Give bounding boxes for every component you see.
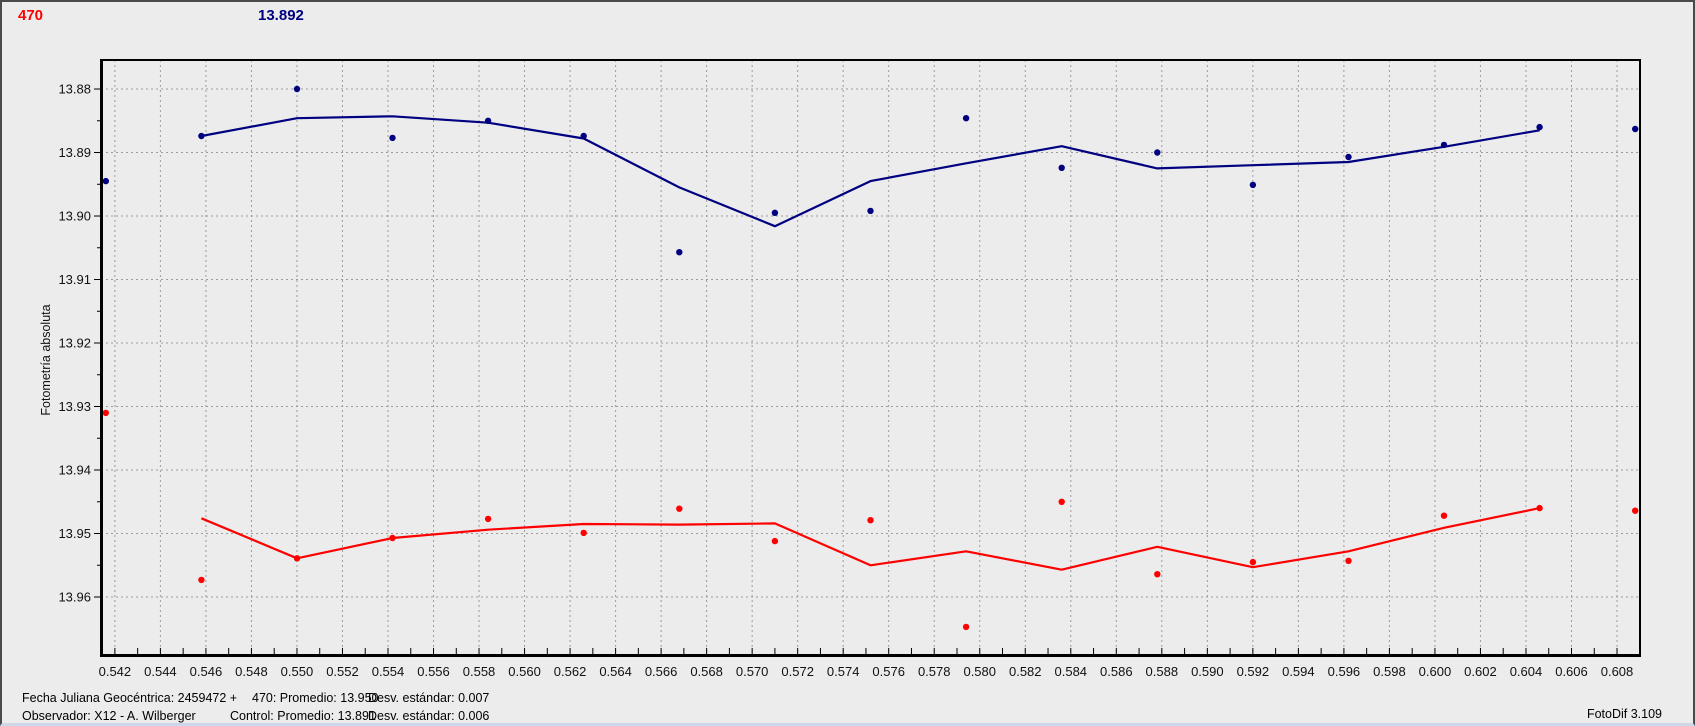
x-tick-label: 0.550	[281, 664, 314, 679]
data-point-470	[293, 555, 301, 562]
data-point-470	[389, 534, 396, 542]
app-version-label: FotoDif 3.109	[1586, 707, 1662, 721]
x-tick-label: 0.556	[417, 664, 450, 679]
x-tick-labels: 0.542 0.544 0.546 0.548 0.550 0.552 0.554 0.556…	[99, 664, 1634, 679]
data-point-control	[962, 115, 970, 122]
data-point-470	[867, 517, 874, 524]
data-point-control	[1632, 125, 1639, 133]
data-point-470	[1440, 512, 1448, 519]
data-point-control	[1058, 164, 1065, 171]
y-tick-label: 13.96	[58, 590, 91, 605]
x-tick-label: 0.592	[1237, 664, 1270, 679]
y-tick-label: 13.89	[58, 145, 91, 160]
axis-ticks	[94, 88, 1618, 654]
data-point-control	[1154, 149, 1161, 156]
y-tick-label: 13.88	[58, 82, 91, 97]
data-point-470	[102, 409, 110, 417]
x-tick-label: 0.596	[1328, 664, 1361, 679]
data-point-470	[484, 515, 492, 523]
x-tick-label: 0.552	[326, 664, 359, 679]
series-layer	[102, 85, 1639, 631]
x-tick-label: 0.572	[781, 664, 814, 679]
x-tick-label: 0.542	[99, 664, 132, 679]
data-point-control	[102, 177, 110, 185]
x-tick-label: 0.584	[1055, 664, 1088, 679]
object-id-label: 470	[18, 7, 44, 24]
stats-control-stddev: Desv. estándar: 0.006	[368, 709, 490, 723]
x-tick-label: 0.608	[1601, 664, 1634, 679]
data-point-control	[293, 85, 301, 93]
data-point-control	[771, 209, 779, 216]
data-point-control	[1440, 141, 1448, 149]
plot-frame	[100, 59, 1641, 657]
x-tick-label: 0.566	[645, 664, 678, 679]
x-tick-label: 0.570	[736, 664, 769, 679]
plot-border	[100, 59, 1641, 657]
x-tick-label: 0.586	[1100, 664, 1133, 679]
data-point-470	[198, 576, 205, 584]
x-tick-label: 0.548	[235, 664, 268, 679]
data-point-control	[389, 134, 396, 142]
data-point-470	[1249, 558, 1257, 566]
x-tick-label: 0.594	[1282, 664, 1315, 679]
data-point-470	[676, 505, 683, 512]
data-point-control	[867, 207, 874, 215]
data-point-control	[1536, 123, 1543, 131]
y-tick-label: 13.90	[58, 209, 91, 224]
data-point-470	[1536, 504, 1543, 512]
y-tick-labels: 13.88 13.89 13.90 13.91 13.92 13.93 13.94 13.95…	[58, 82, 91, 605]
x-tick-label: 0.560	[508, 664, 541, 679]
y-tick-label: 13.93	[58, 399, 91, 414]
x-tick-label: 0.602	[1464, 664, 1497, 679]
x-tick-label: 0.606	[1555, 664, 1588, 679]
y-tick-label: 13.94	[58, 463, 91, 478]
observer-label: Observador: X12 - A. Wilberger	[22, 709, 196, 723]
data-point-control	[676, 249, 683, 256]
data-point-470	[1345, 557, 1352, 564]
x-tick-label: 0.580	[963, 664, 996, 679]
x-tick-label: 0.590	[1191, 664, 1224, 679]
x-tick-label: 0.568	[690, 664, 723, 679]
data-point-control	[1249, 181, 1257, 189]
trend-line-470	[200, 507, 1540, 571]
data-point-470	[580, 529, 587, 537]
data-point-470	[962, 623, 970, 631]
julian-date-label: Fecha Juliana Geocéntrica: 2459472 +	[22, 691, 238, 705]
data-point-470	[771, 537, 779, 545]
y-tick-label: 13.91	[58, 272, 91, 287]
x-tick-label: 0.558	[463, 664, 496, 679]
y-tick-label: 13.95	[58, 526, 91, 541]
data-point-470	[1632, 507, 1639, 514]
x-tick-label: 0.604	[1510, 664, 1543, 679]
data-point-control	[580, 132, 587, 140]
data-point-control	[1345, 153, 1352, 161]
stats-470-stddev: Desv. estándar: 0.007	[368, 691, 490, 705]
x-tick-label: 0.562	[554, 664, 587, 679]
x-tick-label: 0.588	[1146, 664, 1179, 679]
trend-line-control	[201, 115, 1540, 228]
data-point-control	[484, 117, 492, 125]
gridlines	[101, 60, 1640, 656]
stats-control-mean: Control: Promedio: 13.891	[230, 709, 376, 723]
x-tick-label: 0.544	[144, 664, 177, 679]
x-tick-label: 0.564	[599, 664, 632, 679]
data-point-control	[198, 132, 205, 140]
y-tick-label: 13.92	[58, 336, 91, 351]
data-point-470	[1058, 498, 1065, 505]
x-tick-label: 0.598	[1373, 664, 1406, 679]
x-tick-label: 0.578	[918, 664, 951, 679]
x-tick-label: 0.554	[372, 664, 405, 679]
stats-470-mean: 470: Promedio: 13.950	[252, 691, 379, 705]
x-tick-label: 0.582	[1009, 664, 1042, 679]
control-mean-label: 13.892	[258, 7, 304, 24]
data-point-470	[1154, 571, 1161, 578]
x-tick-label: 0.576	[872, 664, 905, 679]
x-tick-label: 0.574	[827, 664, 860, 679]
x-tick-label: 0.600	[1419, 664, 1452, 679]
x-tick-label: 0.546	[190, 664, 223, 679]
